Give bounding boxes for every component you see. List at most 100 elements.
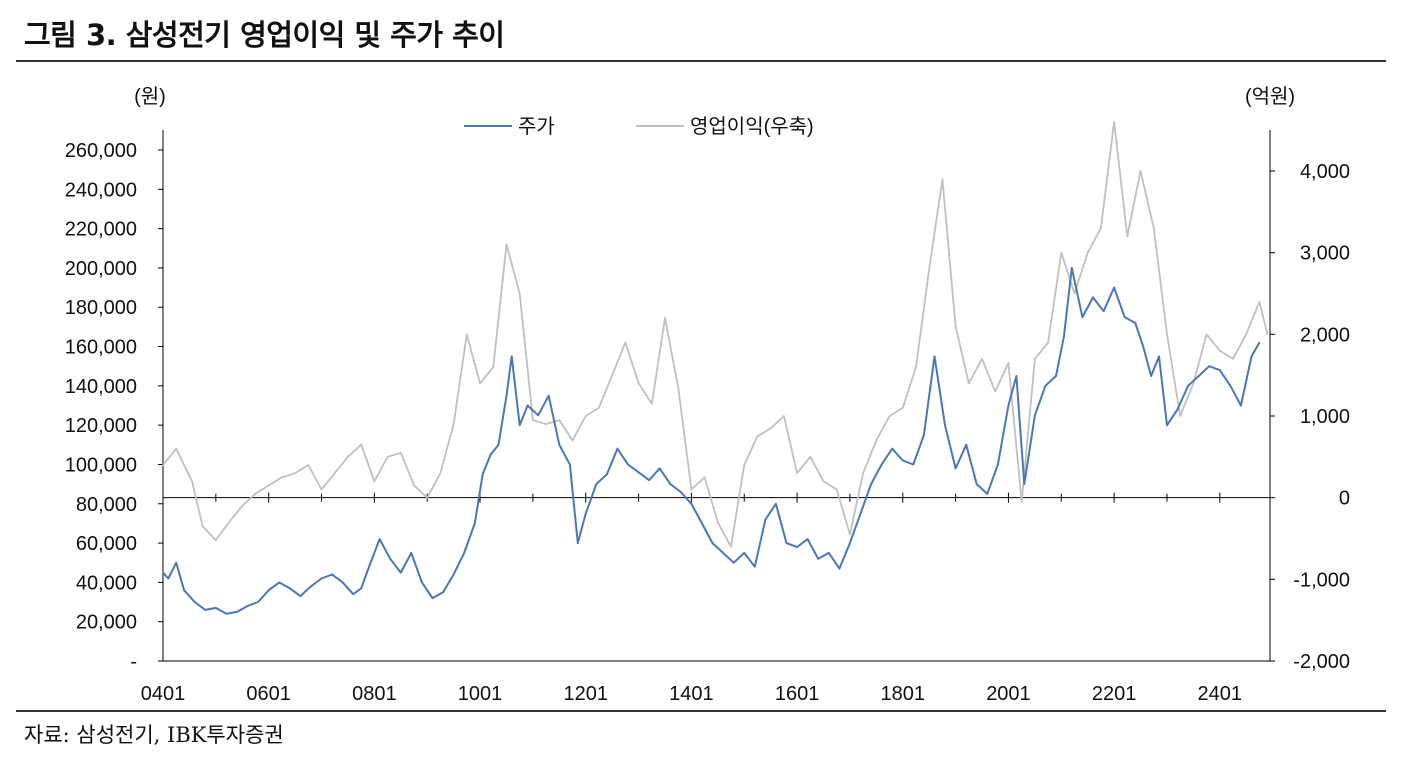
price-point — [732, 561, 735, 564]
x-tick-label: 2401 — [1198, 683, 1243, 705]
price-point — [944, 424, 946, 427]
series-line-price — [162, 266, 1261, 615]
operating-profit-point — [400, 452, 402, 454]
price-point — [1208, 365, 1210, 368]
axes-layer — [158, 130, 1275, 662]
operating-profit-point — [1073, 292, 1076, 295]
operating-profit-point — [637, 382, 640, 385]
y-right-tick-label: -1,000 — [1293, 569, 1350, 591]
operating-profit-point — [1219, 349, 1221, 352]
operating-profit-point — [954, 325, 957, 328]
price-point — [289, 587, 291, 590]
price-point — [606, 473, 608, 476]
price-point — [595, 483, 598, 485]
price-point — [701, 522, 703, 525]
operating-profit-point — [191, 480, 193, 483]
y-left-tick-label: 140,000 — [65, 376, 137, 398]
price-point — [680, 491, 682, 493]
operating-profit-point — [347, 456, 349, 458]
operating-profit-point — [1047, 341, 1049, 344]
price-point — [489, 453, 492, 456]
title-divider — [16, 60, 1386, 62]
price-point — [891, 447, 893, 450]
operating-profit-point — [981, 358, 983, 360]
price-point — [1219, 369, 1221, 371]
operating-profit-point — [228, 521, 230, 523]
operating-profit-point — [1153, 227, 1155, 229]
operating-profit-point — [809, 456, 812, 458]
y-left-tick-label: 120,000 — [65, 415, 137, 437]
price-point — [215, 607, 217, 609]
price-point — [648, 479, 650, 482]
price-point — [997, 463, 999, 466]
operating-profit-point — [1258, 300, 1261, 303]
operating-profit-point — [307, 464, 310, 466]
operating-profit-point — [320, 488, 323, 491]
price-point — [764, 518, 767, 521]
price-point — [828, 552, 830, 554]
operating-profit-point — [769, 427, 772, 430]
price-point — [1015, 375, 1018, 377]
price-point — [225, 613, 228, 615]
operating-profit-point — [281, 476, 283, 479]
operating-profit-point — [664, 317, 666, 319]
price-point — [658, 467, 661, 470]
price-point — [569, 463, 571, 466]
operating-profit-point — [373, 480, 376, 483]
price-point — [183, 589, 185, 591]
operating-profit-point — [1086, 251, 1089, 254]
operating-profit-point — [1266, 333, 1269, 336]
operating-profit-point — [1179, 415, 1181, 417]
operating-profit-point — [1100, 227, 1102, 229]
operating-profit-point — [902, 407, 904, 409]
price-point — [627, 463, 629, 466]
operating-profit-point — [1166, 333, 1168, 336]
price-point — [246, 605, 249, 607]
operating-profit-point — [545, 423, 547, 426]
operating-profit-point — [386, 456, 389, 458]
x-tick-label: 1201 — [563, 683, 608, 705]
price-point — [1102, 310, 1105, 313]
price-point — [690, 503, 693, 505]
price-point — [928, 394, 930, 397]
operating-profit-point — [796, 472, 798, 475]
operating-profit-point — [1034, 358, 1036, 360]
price-point — [1113, 286, 1115, 289]
operating-profit-point — [479, 382, 481, 385]
operating-profit-point — [677, 386, 679, 389]
price-point — [775, 503, 777, 505]
price-point — [442, 591, 444, 593]
operating-profit-point — [1139, 170, 1142, 172]
price-point — [870, 483, 872, 485]
operating-profit-point — [968, 382, 970, 385]
price-point — [1176, 408, 1179, 411]
price-point — [1197, 375, 1200, 377]
price-point — [193, 601, 196, 603]
x-tick-label: 1001 — [458, 683, 503, 705]
price-point — [331, 573, 333, 576]
x-tick-label: 1601 — [775, 683, 820, 705]
y-left-tick-label: 260,000 — [65, 140, 137, 162]
price-point — [1250, 355, 1253, 358]
y-right-tick-label: -2,000 — [1293, 651, 1350, 673]
operating-profit-point — [466, 333, 468, 336]
price-point — [310, 585, 312, 588]
operating-profit-point — [1113, 121, 1115, 123]
operating-profit-point — [452, 423, 455, 426]
price-point — [278, 581, 281, 584]
price-point — [1055, 375, 1057, 377]
price-point — [902, 459, 904, 462]
y-right-tick-label: 0 — [1339, 488, 1350, 510]
price-point — [236, 611, 238, 613]
price-point — [497, 444, 500, 446]
price-point — [162, 571, 164, 574]
price-point — [167, 577, 170, 580]
x-tick-label: 2201 — [1092, 683, 1137, 705]
operating-profit-point — [849, 533, 851, 536]
operating-profit-point — [492, 366, 495, 368]
operating-profit-point — [360, 443, 363, 446]
y-left-tick-label: 60,000 — [76, 533, 137, 555]
price-point — [849, 542, 851, 544]
price-point — [518, 424, 521, 427]
operating-profit-point — [584, 415, 587, 417]
